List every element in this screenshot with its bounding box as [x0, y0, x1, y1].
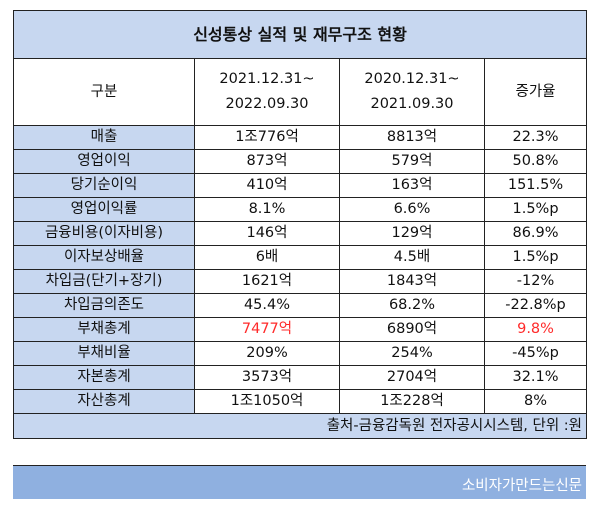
header-period-2-start: 2020.12.31~	[364, 71, 460, 87]
table-row: 부채비율 209% 254% -45%p	[13, 341, 588, 366]
table-wrapper: 신성통상 실적 및 재무구조 현황 구분 2021.12.31~ 2022.09…	[12, 10, 588, 439]
source-note: 출처-금융감독원 전자공시시스템, 단위 :원	[12, 413, 588, 439]
row-value-2021: 8813억	[339, 125, 485, 150]
header-label: 구분	[13, 58, 195, 126]
row-value-2021: 2704억	[339, 365, 485, 390]
row-growth: 32.1%	[483, 365, 588, 390]
header-period-1: 2021.12.31~ 2022.09.30	[194, 58, 340, 126]
row-value-2022-highlighted: 7477억	[194, 317, 340, 342]
row-value-2022: 873억	[194, 149, 340, 174]
row-label: 차입금의존도	[13, 293, 195, 318]
table-row: 당기순이익 410억 163억 151.5%	[13, 173, 588, 198]
table-row: 영업이익 873억 579억 50.8%	[13, 149, 588, 174]
table-row: 매출 1조776억 8813억 22.3%	[13, 125, 588, 150]
table-row: 영업이익률 8.1% 6.6% 1.5%p	[13, 197, 588, 222]
header-period-2-end: 2021.09.30	[370, 96, 454, 112]
row-growth: -12%	[483, 269, 588, 294]
header-period-1-end: 2022.09.30	[225, 96, 309, 112]
row-label: 영업이익률	[13, 197, 195, 222]
row-label: 이자보상배율	[13, 245, 195, 270]
row-growth: 86.9%	[483, 221, 588, 246]
row-value-2021: 129억	[339, 221, 485, 246]
header-period-2: 2020.12.31~ 2021.09.30	[339, 58, 485, 126]
financial-table: 신성통상 실적 및 재무구조 현황 구분 2021.12.31~ 2022.09…	[12, 10, 588, 439]
row-value-2022: 3573억	[194, 365, 340, 390]
row-label: 당기순이익	[13, 173, 195, 198]
row-label: 매출	[13, 125, 195, 150]
header-growth: 증가율	[483, 58, 588, 126]
table-row: 차입금(단기+장기) 1621억 1843억 -12%	[13, 269, 588, 294]
row-label: 자본총계	[13, 365, 195, 390]
row-growth: 22.3%	[483, 125, 588, 150]
row-value-2022: 146억	[194, 221, 340, 246]
row-value-2022: 1621억	[194, 269, 340, 294]
row-value-2022: 209%	[194, 341, 340, 366]
row-growth: -45%p	[483, 341, 588, 366]
row-growth: 50.8%	[483, 149, 588, 174]
row-label: 부채비율	[13, 341, 195, 366]
header-period-1-start: 2021.12.31~	[219, 71, 315, 87]
table-title: 신성통상 실적 및 재무구조 현황	[12, 10, 588, 59]
row-value-2022: 8.1%	[194, 197, 340, 222]
row-growth: -22.8%p	[483, 293, 588, 318]
row-value-2021: 1843억	[339, 269, 485, 294]
row-growth: 1.5%p	[483, 197, 588, 222]
row-label: 차입금(단기+장기)	[13, 269, 195, 294]
title-row: 신성통상 실적 및 재무구조 현황	[12, 10, 588, 59]
row-growth: 8%	[483, 389, 588, 414]
table-row: 자산총계 1조1050억 1조228억 8%	[13, 389, 588, 414]
row-value-2022: 6배	[194, 245, 340, 270]
row-value-2022: 410억	[194, 173, 340, 198]
row-value-2021: 1조228억	[339, 389, 485, 414]
brand-bar: 소비자가만드는신문	[13, 465, 586, 499]
row-label: 자산총계	[13, 389, 195, 414]
row-value-2021: 579억	[339, 149, 485, 174]
row-growth: 151.5%	[483, 173, 588, 198]
row-growth: 1.5%p	[483, 245, 588, 270]
row-value-2022: 45.4%	[194, 293, 340, 318]
row-value-2021: 254%	[339, 341, 485, 366]
table-row: 부채총계 7477억 6890억 9.8%	[13, 317, 588, 342]
header-row: 구분 2021.12.31~ 2022.09.30 2020.12.31~ 20…	[13, 58, 588, 126]
table-row: 자본총계 3573억 2704억 32.1%	[13, 365, 588, 390]
row-label: 부채총계	[13, 317, 195, 342]
table-row: 차입금의존도 45.4% 68.2% -22.8%p	[13, 293, 588, 318]
row-value-2021: 68.2%	[339, 293, 485, 318]
row-value-2021: 163억	[339, 173, 485, 198]
table-row: 금융비용(이자비용) 146억 129억 86.9%	[13, 221, 588, 246]
row-label: 영업이익	[13, 149, 195, 174]
row-label: 금융비용(이자비용)	[13, 221, 195, 246]
source-row: 출처-금융감독원 전자공시시스템, 단위 :원	[12, 413, 588, 439]
row-value-2022: 1조1050억	[194, 389, 340, 414]
row-value-2022: 1조776억	[194, 125, 340, 150]
row-value-2021: 6890억	[339, 317, 485, 342]
publisher-logo-text: 소비자가만드는신문	[461, 478, 582, 494]
table-row: 이자보상배율 6배 4.5배 1.5%p	[13, 245, 588, 270]
row-growth-highlighted: 9.8%	[483, 317, 588, 342]
row-value-2021: 4.5배	[339, 245, 485, 270]
row-value-2021: 6.6%	[339, 197, 485, 222]
